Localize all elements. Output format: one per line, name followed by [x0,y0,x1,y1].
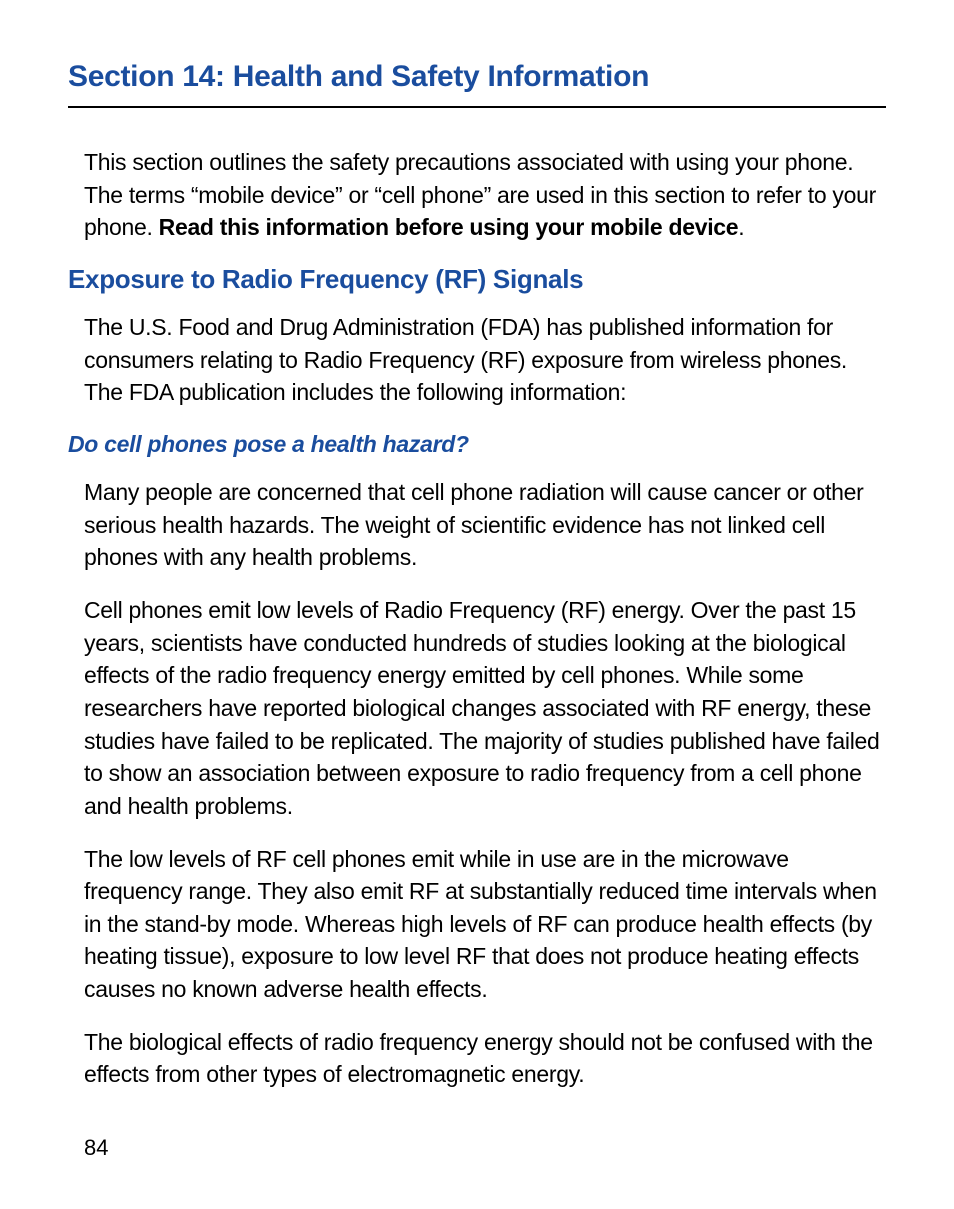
intro-paragraph: This section outlines the safety precaut… [68,146,886,244]
section-title: Section 14: Health and Safety Informatio… [68,60,886,108]
heading-rf-signals: Exposure to Radio Frequency (RF) Signals [68,264,886,295]
intro-text-after: . [738,214,744,240]
heading-health-hazard: Do cell phones pose a health hazard? [68,431,886,458]
paragraph-fda: The U.S. Food and Drug Administration (F… [68,311,886,409]
paragraph-studies: Cell phones emit low levels of Radio Fre… [68,594,886,823]
page-number: 84 [84,1135,108,1161]
intro-bold-text: Read this information before using your … [159,214,739,240]
paragraph-concern: Many people are concerned that cell phon… [68,476,886,574]
paragraph-microwave: The low levels of RF cell phones emit wh… [68,843,886,1006]
paragraph-biological: The biological effects of radio frequenc… [68,1026,886,1091]
